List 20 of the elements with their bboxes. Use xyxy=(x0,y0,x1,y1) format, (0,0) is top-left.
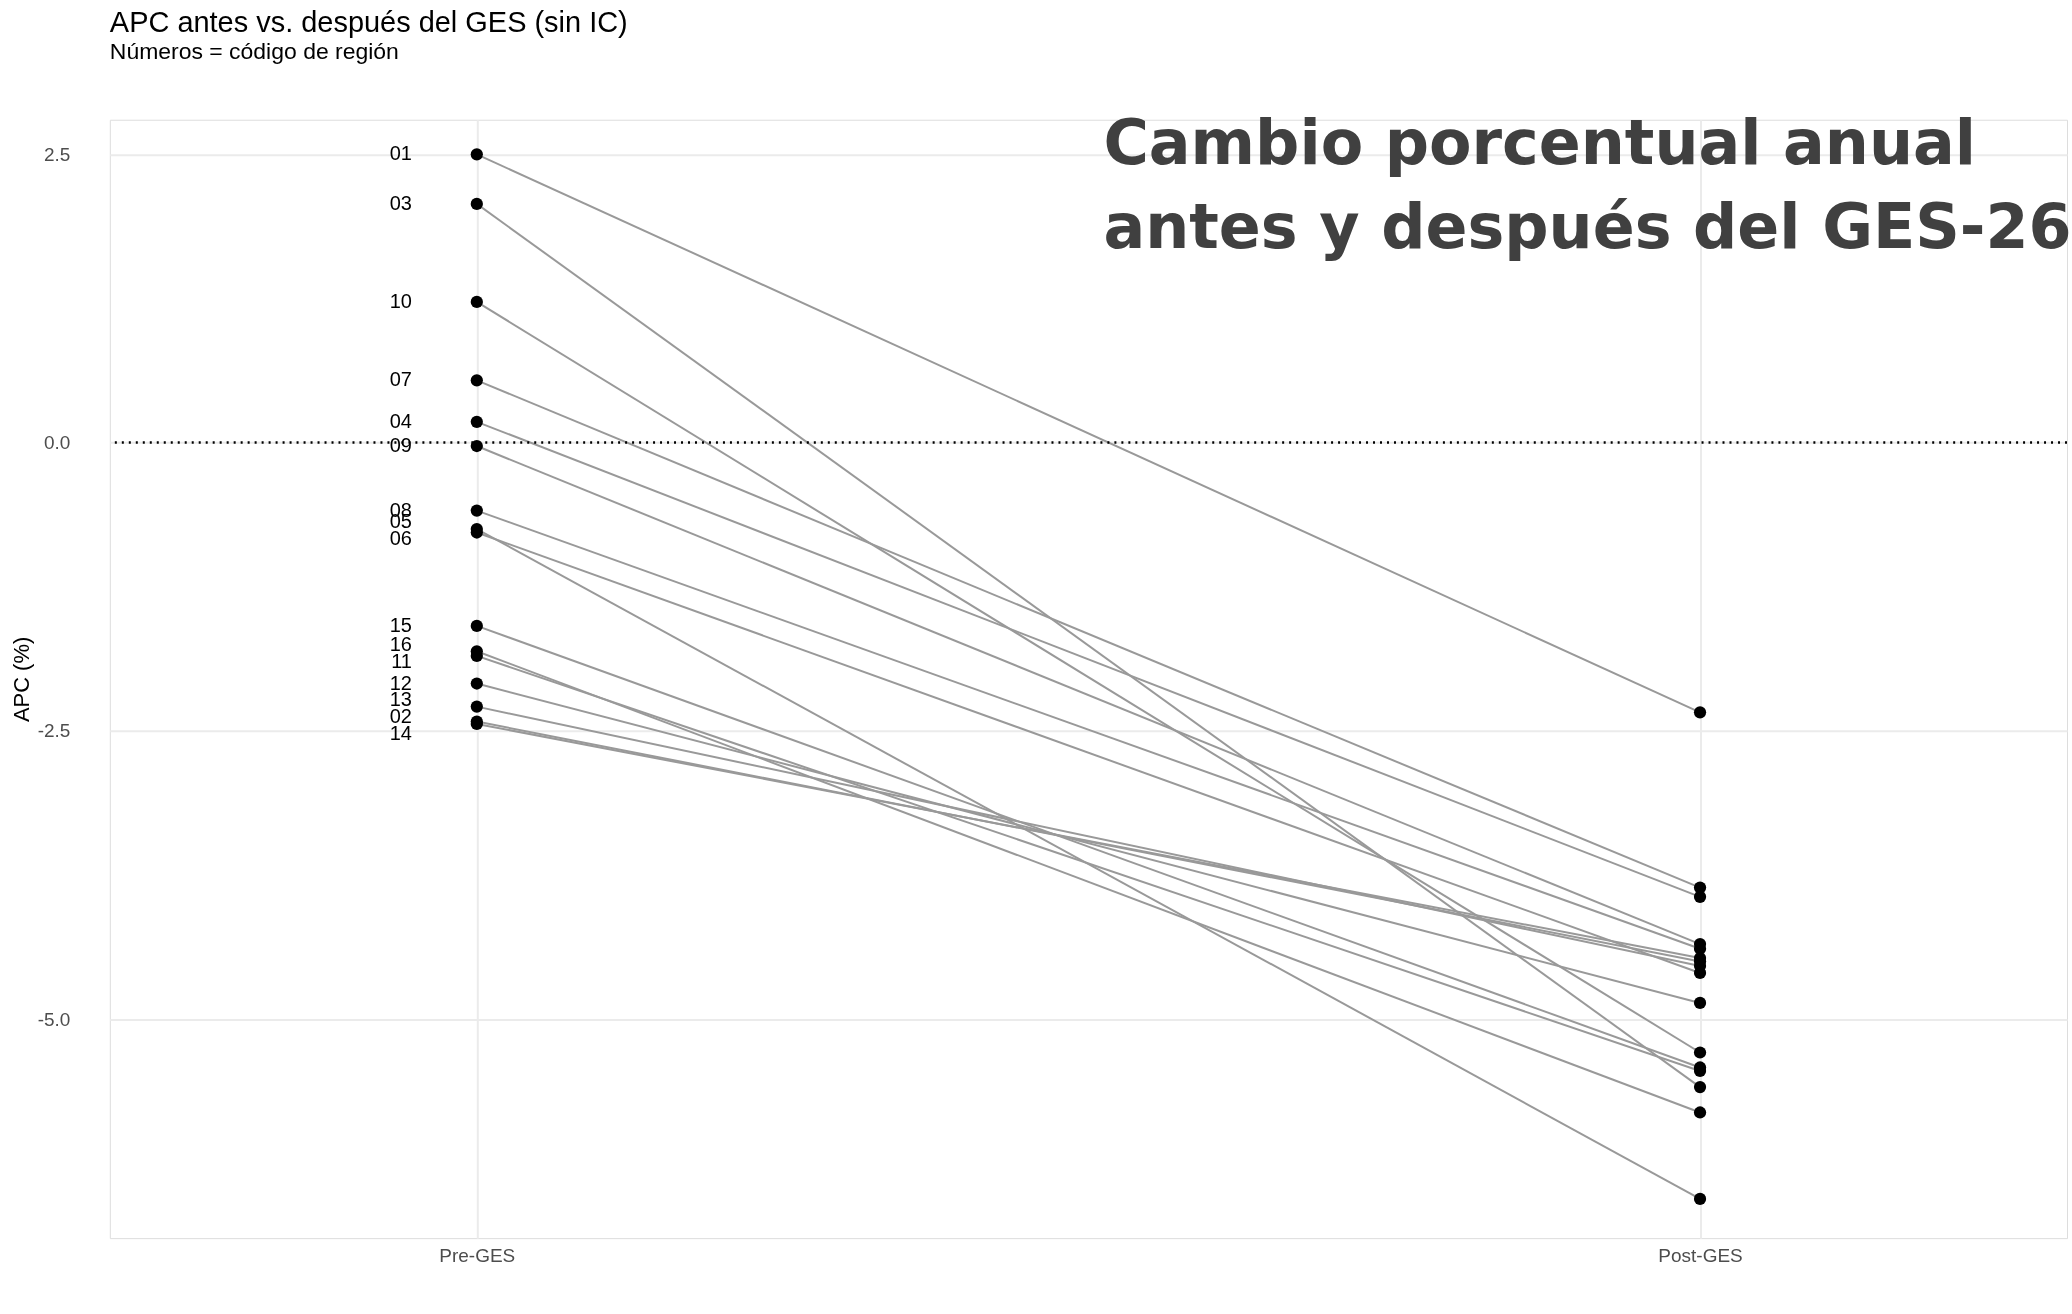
y-tick-label: -2.5 xyxy=(37,720,71,742)
text: 14 xyxy=(389,722,412,745)
text: 07 xyxy=(389,368,412,391)
text: 10 xyxy=(389,289,412,312)
y-tick-label: 0.0 xyxy=(44,432,71,454)
text: 01 xyxy=(389,142,412,165)
text: 04 xyxy=(389,409,412,432)
y-tick-label: -5.0 xyxy=(37,1008,71,1030)
annotation: Cambio porcentual anual antes y después del GES-26 xyxy=(1103,106,2072,263)
text: 06 xyxy=(389,527,412,550)
x-tick-label: Post-GES xyxy=(1658,1244,1743,1266)
x-tick-label: Pre-GES xyxy=(439,1244,516,1266)
y-axis-title: APC (%) xyxy=(8,636,34,723)
chart-title: APC antes vs. después del GES (sin IC) xyxy=(109,5,628,38)
text: 03 xyxy=(389,191,412,214)
text: 09 xyxy=(389,434,412,457)
y-tick-label: 2.5 xyxy=(44,143,71,165)
chart-subtitle: Números = código de región xyxy=(109,37,399,64)
text: 15 xyxy=(389,613,412,636)
text: 11 xyxy=(391,650,412,673)
